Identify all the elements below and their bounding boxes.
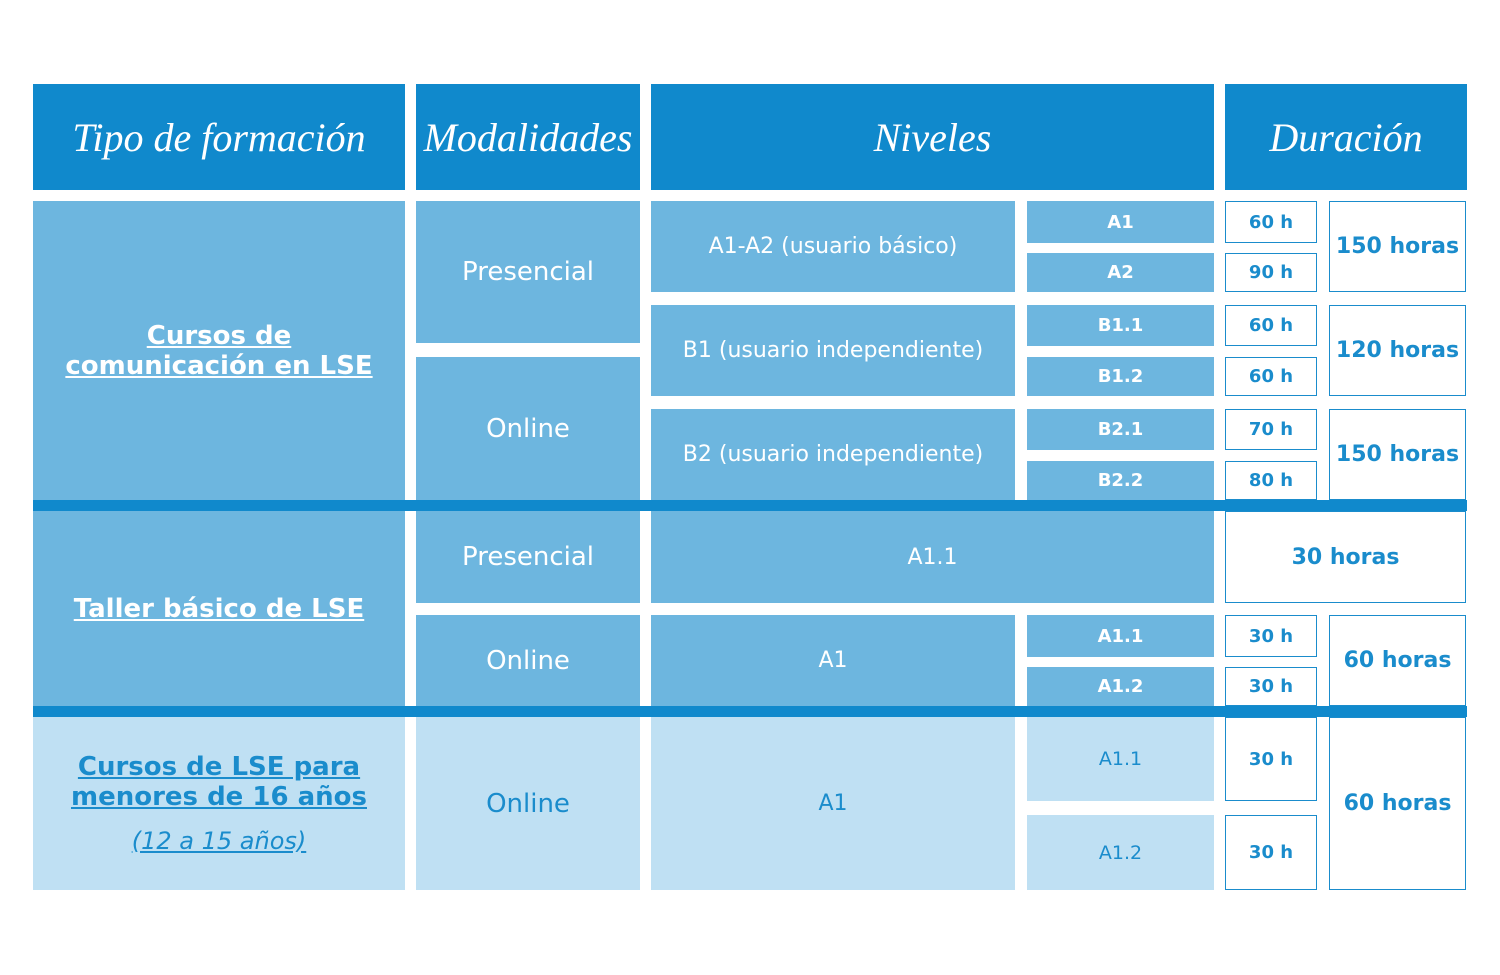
header-cell: Duración <box>1225 84 1467 190</box>
total: 150 horas <box>1329 201 1466 292</box>
modality: Online <box>416 357 640 500</box>
header-cell: Tipo de formación <box>33 84 405 190</box>
sublevel: B1.2 <box>1027 357 1214 396</box>
total: 150 horas <box>1329 409 1466 500</box>
sublevel: A1.2 <box>1027 667 1214 706</box>
level: A1-A2 (usuario básico) <box>651 201 1015 292</box>
hours: 60 h <box>1225 201 1317 243</box>
hours: 30 h <box>1225 615 1317 657</box>
sublevel: A2 <box>1027 253 1214 292</box>
modality: Presencial <box>416 511 640 603</box>
hours: 30 h <box>1225 717 1317 801</box>
hours: 60 h <box>1225 305 1317 346</box>
sublevel: A1.2 <box>1027 815 1214 890</box>
total: 60 horas <box>1329 615 1466 706</box>
divider <box>33 500 1467 511</box>
divider <box>33 706 1467 717</box>
sublevel: A1.1 <box>1027 615 1214 657</box>
hours: 30 h <box>1225 667 1317 706</box>
modality: Online <box>416 615 640 706</box>
level: A1.1 <box>651 511 1214 603</box>
level: A1 <box>651 615 1015 706</box>
total: 30 horas <box>1225 511 1466 603</box>
section-title: Taller básico de LSE <box>33 511 405 706</box>
total: 60 horas <box>1329 717 1466 890</box>
sublevel: B1.1 <box>1027 305 1214 346</box>
hours: 70 h <box>1225 409 1317 450</box>
section-title: Cursos de comunicación en LSE <box>33 201 405 500</box>
hours: 30 h <box>1225 815 1317 890</box>
hours: 60 h <box>1225 357 1317 396</box>
sublevel: B2.1 <box>1027 409 1214 450</box>
level: A1 <box>651 717 1015 890</box>
sublevel: A1 <box>1027 201 1214 243</box>
section-note: (12 a 15 años) <box>131 826 307 855</box>
level: B2 (usuario independiente) <box>651 409 1015 500</box>
sublevel: A1.1 <box>1027 717 1214 801</box>
level: B1 (usuario independiente) <box>651 305 1015 396</box>
total: 120 horas <box>1329 305 1466 396</box>
section-title: Cursos de LSE para menores de 16 años <box>70 751 367 812</box>
hours: 80 h <box>1225 461 1317 500</box>
sublevel: B2.2 <box>1027 461 1214 500</box>
modality: Online <box>416 717 640 890</box>
modality: Presencial <box>416 201 640 343</box>
section-cell: Cursos de LSE para menores de 16 años (1… <box>33 717 405 890</box>
header-cell: Niveles <box>651 84 1214 190</box>
hours: 90 h <box>1225 253 1317 292</box>
header-cell: Modalidades <box>416 84 640 190</box>
